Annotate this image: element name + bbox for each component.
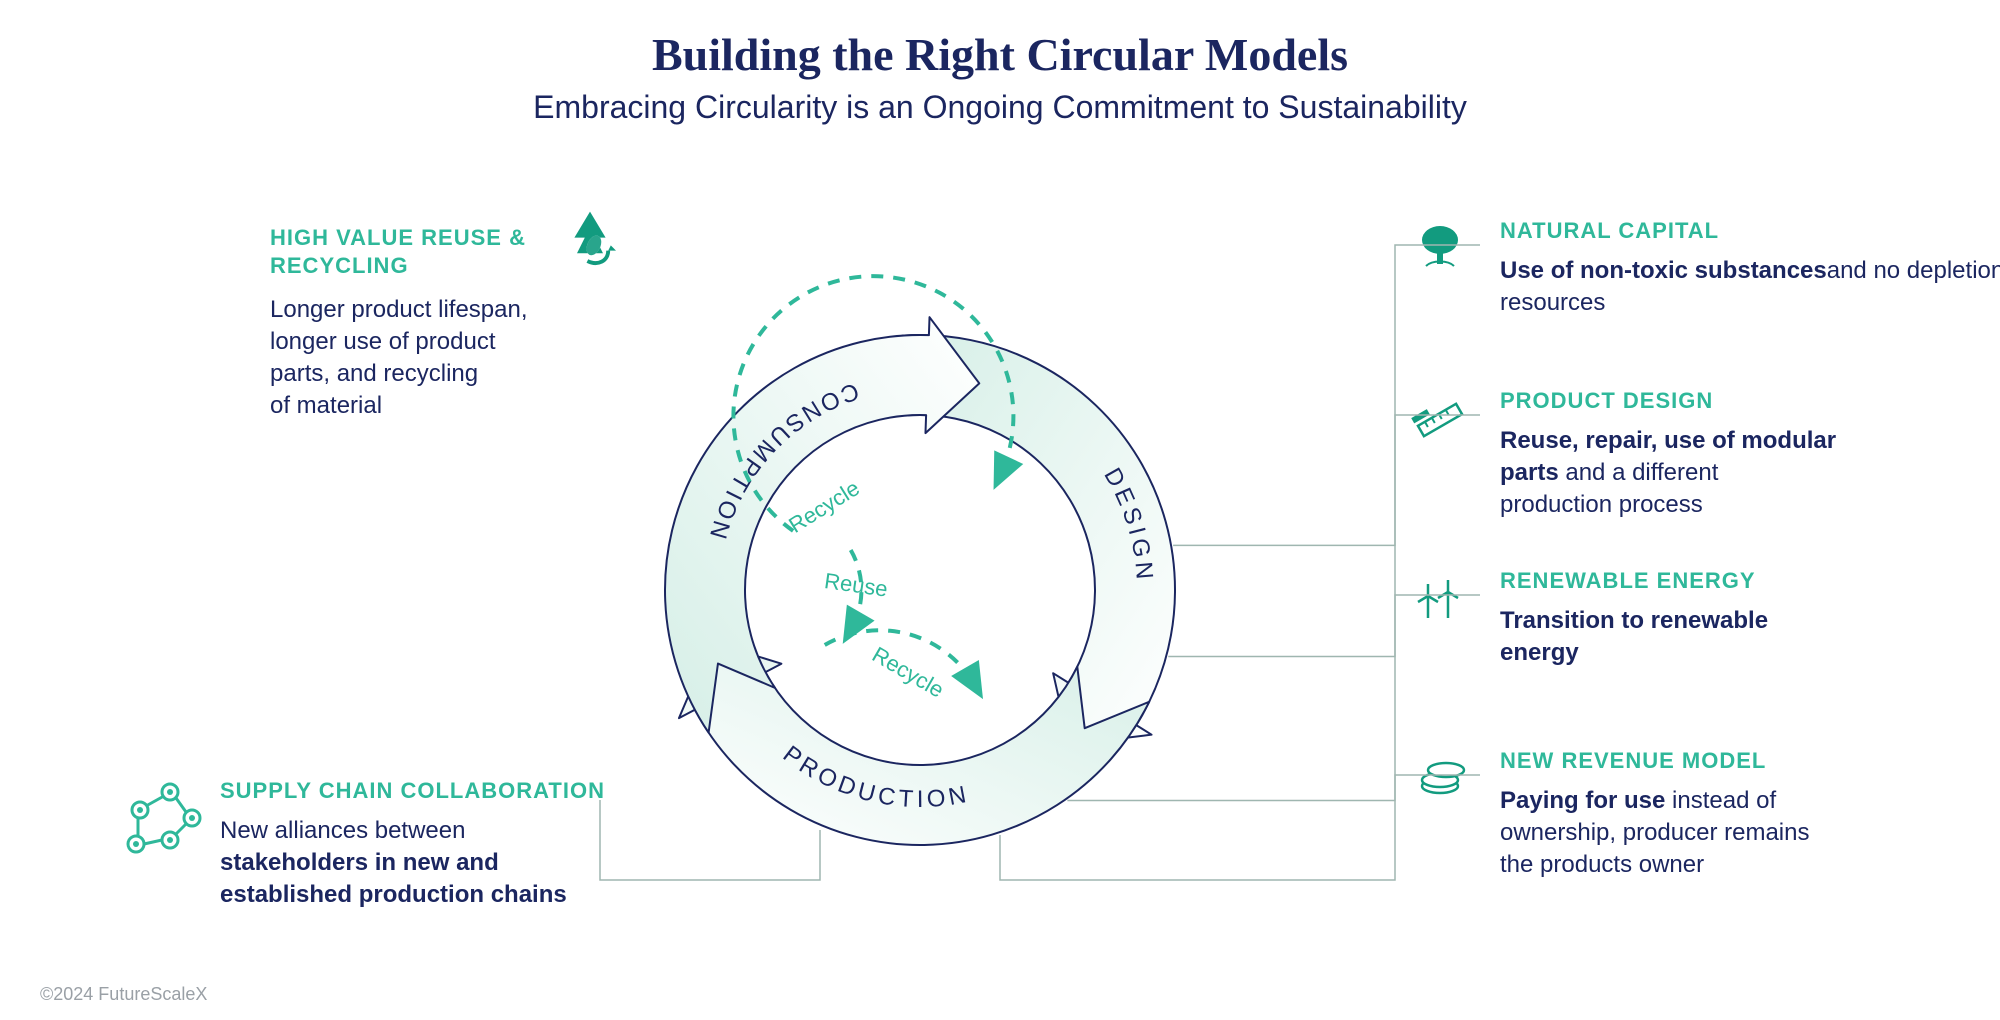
page-title: Building the Right Circular Models xyxy=(652,29,1348,80)
right-block: NEW REVENUE MODEL Paying for use instead … xyxy=(1422,748,1809,878)
high-value-body-0: Longer product lifespan, xyxy=(270,296,528,323)
recycle-icon xyxy=(574,212,616,263)
supply-body-2: established production chains xyxy=(220,881,567,908)
connector-supply xyxy=(600,800,820,880)
wind-icon xyxy=(1418,580,1458,618)
right-block-title: NEW REVENUE MODEL xyxy=(1500,748,1766,773)
right-block-bold: Reuse, repair, use of modular xyxy=(1500,427,1836,454)
network-icon xyxy=(128,784,200,852)
right-block-bold: Use of non-toxic substancesand no deplet… xyxy=(1500,257,2000,284)
inner-arrow-label: Recycle xyxy=(868,642,948,703)
right-block: RENEWABLE ENERGY Transition to renewable e… xyxy=(1418,568,1768,666)
high-value-body-3: of material xyxy=(270,392,382,419)
right-block-body: ownership, producer remains xyxy=(1500,819,1809,846)
supply-body-0: New alliances between xyxy=(220,817,465,844)
right-block: PRODUCT DESIGN Reuse, repair, use of modu… xyxy=(1411,388,1836,518)
right-block-title: RENEWABLE ENERGY xyxy=(1500,568,1756,593)
right-block-body: resources xyxy=(1500,289,1605,316)
right-block-body: the products owner xyxy=(1500,851,1704,878)
page-subtitle: Embracing Circularity is an Ongoing Comm… xyxy=(533,89,1467,125)
high-value-block: HIGH VALUE REUSE & RECYCLING Longer prod… xyxy=(270,212,616,419)
right-block: NATURAL CAPITAL Use of non-toxic substanc… xyxy=(1422,218,2000,316)
circular-ring xyxy=(665,317,1175,845)
right-block-bold: Transition to renewable xyxy=(1500,607,1768,634)
connector-line xyxy=(1173,245,1480,545)
footer-text: ©2024 FutureScaleX xyxy=(40,984,207,1004)
high-value-body-1: longer use of product xyxy=(270,328,496,355)
high-value-title-1: HIGH VALUE REUSE & xyxy=(270,225,526,250)
inner-arrow-label: Reuse xyxy=(823,568,889,602)
supply-chain-block: SUPPLY CHAIN COLLABORATION New alliances… xyxy=(128,778,605,908)
right-block-title: PRODUCT DESIGN xyxy=(1500,388,1713,413)
tree-icon xyxy=(1422,226,1458,266)
connector-line xyxy=(1168,415,1480,657)
right-block-bold2: energy xyxy=(1500,639,1579,666)
supply-title: SUPPLY CHAIN COLLABORATION xyxy=(220,778,605,803)
inner-arrow-label: Recycle xyxy=(784,475,864,538)
high-value-title-2: RECYCLING xyxy=(270,253,409,278)
right-block-bold: Paying for use instead of xyxy=(1500,787,1776,814)
right-block-title: NATURAL CAPITAL xyxy=(1500,218,1719,243)
right-block-body: production process xyxy=(1500,491,1703,518)
ruler-icon xyxy=(1411,395,1462,437)
right-block-bold2: parts and a different xyxy=(1500,459,1719,486)
supply-body-1: stakeholders in new and xyxy=(220,849,499,876)
high-value-body-2: parts, and recycling xyxy=(270,360,478,387)
coins-icon xyxy=(1422,763,1464,793)
